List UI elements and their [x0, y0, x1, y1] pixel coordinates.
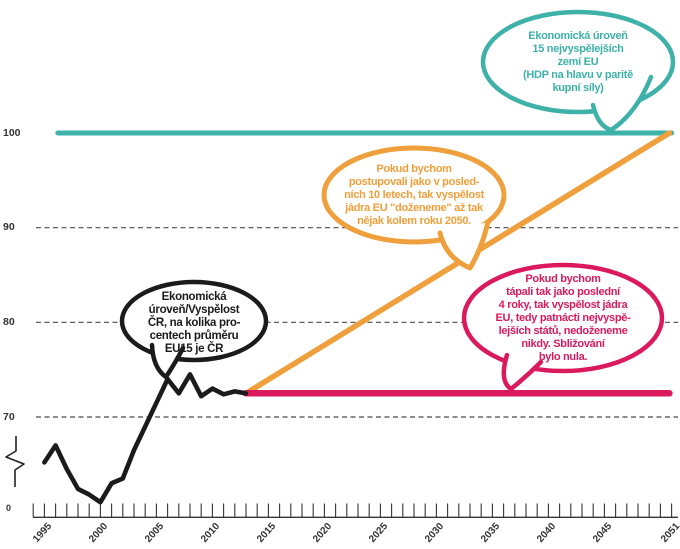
y-tick-label-90: 90 [3, 221, 15, 234]
bubble-text-projection-10yr: Pokud bychom postupovali jako v posled- … [344, 163, 484, 227]
cr-actual-level-line [42, 372, 249, 505]
speech-bubble-cr-level [119, 279, 269, 380]
speech-bubble-projection-10yr [321, 145, 507, 271]
bubble-text-eu15: Ekonomická úroveň 15 nejvyspělejších zem… [523, 30, 633, 94]
bubble-text-projection-4yr: Pokud bychom tápali tak jako poslední 4 … [495, 273, 631, 363]
y-tick-label-70: 70 [3, 410, 15, 423]
speech-bubble-projection-4yr [461, 262, 665, 392]
data-series [42, 130, 675, 505]
y-axis-break-icon [5, 436, 25, 487]
speech-bubble-eu15 [480, 9, 676, 133]
y-tick-label-0: 0 [6, 503, 12, 513]
bubble-text-cr-level: Ekonomická úroveň/Vyspělost ČR, na kolik… [147, 291, 241, 355]
y-tick-label-80: 80 [3, 315, 15, 328]
x-axis [32, 503, 678, 518]
y-tick-label-100: 100 [3, 126, 21, 139]
